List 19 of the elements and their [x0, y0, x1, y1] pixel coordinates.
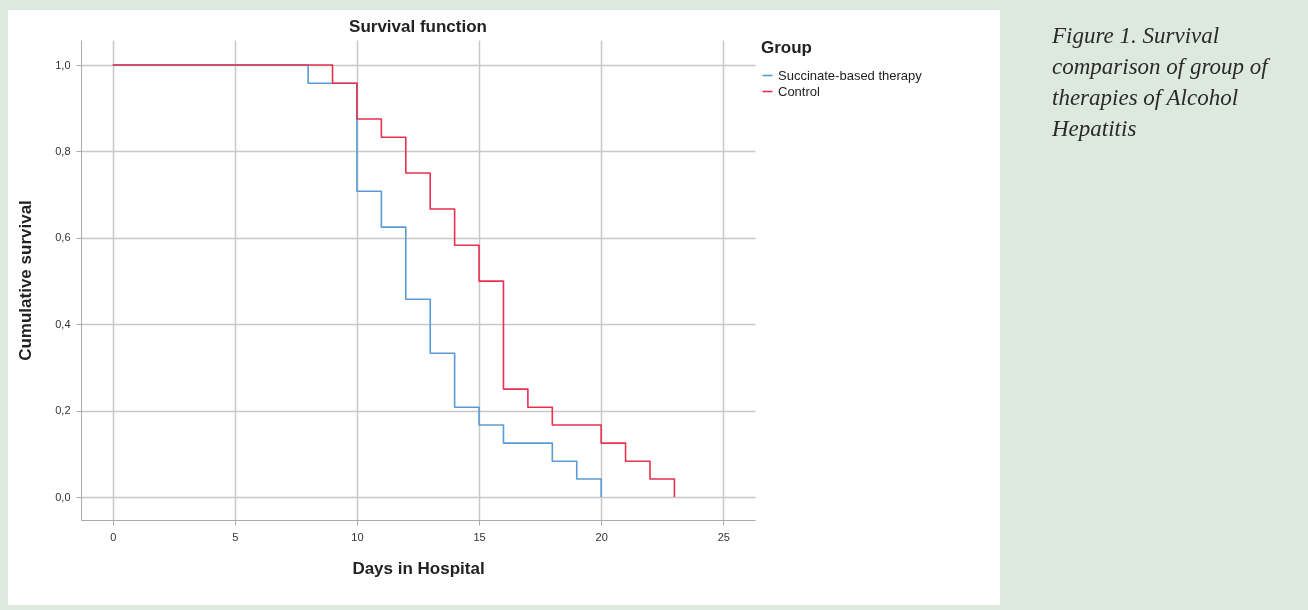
caption: Figure 1. Survival comparison of group of therapies of Alcohol Hepatitis [1052, 22, 1272, 143]
y-tick-label: 0,8 [55, 144, 71, 157]
x-tick-label: 0 [110, 530, 117, 543]
chart-title: Survival function [349, 17, 487, 36]
legend-label: Control [778, 83, 821, 99]
y-tick-label: 0,2 [55, 404, 71, 417]
y-tick-label: 0,0 [55, 490, 71, 503]
x-tick-label: 20 [595, 530, 608, 543]
x-tick-label: 25 [717, 530, 730, 543]
x-axis-title: Days in Hospital [352, 558, 485, 578]
y-tick-label: 1,0 [55, 58, 71, 71]
x-tick-label: 5 [232, 530, 239, 543]
x-tick-label: 15 [473, 530, 486, 543]
legend-title: Group [761, 38, 812, 57]
x-tick-label: 10 [351, 530, 364, 543]
y-tick-label: 0,6 [55, 231, 71, 244]
y-tick-label: 0,4 [55, 317, 71, 330]
legend-label: Succinate-based therapy [778, 67, 923, 83]
y-axis-title: Cumulative survival [16, 200, 36, 361]
